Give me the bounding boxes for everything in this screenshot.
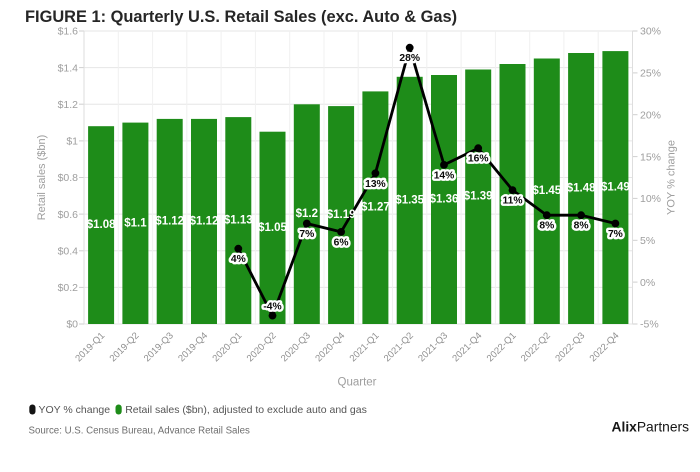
svg-text:7%: 7% <box>608 229 623 240</box>
svg-text:5%: 5% <box>640 235 655 247</box>
svg-text:$1.6: $1.6 <box>58 26 79 38</box>
svg-text:13%: 13% <box>365 179 386 190</box>
svg-text:0%: 0% <box>640 277 655 289</box>
svg-text:$1.05: $1.05 <box>258 222 287 234</box>
svg-text:AlixPartners: AlixPartners <box>612 420 690 435</box>
svg-text:$1.13: $1.13 <box>224 215 253 227</box>
svg-text:14%: 14% <box>434 170 455 181</box>
svg-text:$0.2: $0.2 <box>58 282 79 294</box>
svg-text:$1.08: $1.08 <box>87 219 116 231</box>
svg-text:$1.35: $1.35 <box>395 194 424 206</box>
svg-text:$1.19: $1.19 <box>327 209 356 221</box>
svg-text:YOY % change: YOY % change <box>39 404 111 416</box>
svg-text:Retail sales ($bn), adjusted t: Retail sales ($bn), adjusted to exclude … <box>125 404 367 416</box>
svg-text:15%: 15% <box>640 151 661 163</box>
svg-text:Source: U.S. Census Bureau, Ad: Source: U.S. Census Bureau, Advance Reta… <box>29 426 250 437</box>
svg-text:$1: $1 <box>66 136 78 148</box>
svg-text:$1.12: $1.12 <box>190 215 219 227</box>
svg-text:4%: 4% <box>231 254 246 265</box>
svg-text:$0: $0 <box>66 319 78 331</box>
svg-text:7%: 7% <box>299 229 314 240</box>
svg-text:Retail sales ($bn): Retail sales ($bn) <box>36 135 48 221</box>
svg-text:$1.49: $1.49 <box>601 182 630 194</box>
svg-text:$0.6: $0.6 <box>58 209 79 221</box>
svg-text:$1.4: $1.4 <box>58 62 79 74</box>
svg-text:6%: 6% <box>334 237 349 248</box>
svg-text:20%: 20% <box>640 109 661 121</box>
svg-text:10%: 10% <box>640 193 661 205</box>
svg-text:$0.8: $0.8 <box>58 172 79 184</box>
svg-text:16%: 16% <box>468 154 489 165</box>
svg-text:30%: 30% <box>640 26 661 38</box>
svg-text:$1.48: $1.48 <box>567 183 596 195</box>
svg-text:$1.45: $1.45 <box>532 185 561 197</box>
svg-text:8%: 8% <box>574 221 589 232</box>
svg-text:Quarter: Quarter <box>338 377 377 389</box>
svg-text:$1.1: $1.1 <box>124 217 147 229</box>
svg-text:$0.4: $0.4 <box>58 245 79 257</box>
svg-text:YOY % change: YOY % change <box>666 140 678 215</box>
svg-text:$1.39: $1.39 <box>464 191 493 203</box>
svg-text:$1.27: $1.27 <box>361 202 390 214</box>
svg-text:-5%: -5% <box>640 319 659 331</box>
svg-text:25%: 25% <box>640 68 661 80</box>
svg-text:-4%: -4% <box>263 302 281 313</box>
svg-text:$1.12: $1.12 <box>155 215 184 227</box>
svg-text:$1.2: $1.2 <box>296 208 318 220</box>
svg-text:$1.2: $1.2 <box>58 99 79 111</box>
svg-text:$1.36: $1.36 <box>430 194 459 206</box>
svg-text:11%: 11% <box>502 196 522 207</box>
svg-text:FIGURE 1: Quarterly U.S. Retai: FIGURE 1: Quarterly U.S. Retail Sales (e… <box>25 8 457 26</box>
svg-text:28%: 28% <box>399 53 420 64</box>
svg-text:8%: 8% <box>539 221 554 232</box>
